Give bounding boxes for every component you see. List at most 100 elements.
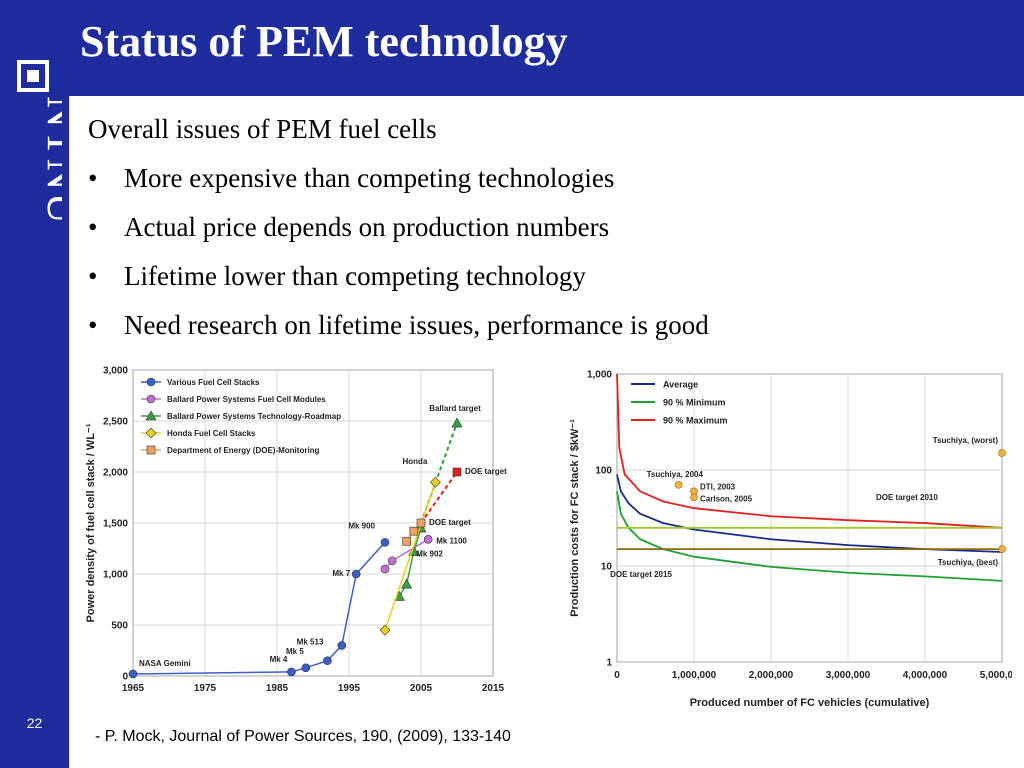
series-line bbox=[616, 373, 1003, 529]
bullet-item: • Lifetime lower than competing technolog… bbox=[88, 258, 709, 307]
series-line bbox=[616, 491, 1003, 582]
annotation-label: Carlson, 2005 bbox=[700, 494, 753, 503]
power-density-chart: 1965 1975 1985 1995 2005 2015 0 500 1,000 1,500 2,… bbox=[78, 360, 510, 708]
data-point bbox=[423, 535, 433, 544]
annotation-label: Mk 1100 bbox=[436, 536, 467, 545]
annotation-label: Mk 5 bbox=[286, 647, 304, 656]
annotation-label: Tsuchiya, (worst) bbox=[933, 436, 999, 445]
target-line bbox=[420, 471, 458, 524]
x-tick-label: 3,000,000 bbox=[826, 670, 871, 681]
x-tick-label: 5,000,000 bbox=[980, 670, 1012, 681]
production-cost-chart-svg: 0 1,000,000 2,000,000 3,000,000 4,000,000 5,0… bbox=[569, 370, 1024, 710]
logo-wordmark: NTNU bbox=[38, 96, 62, 226]
y-tick-label: 1,000 bbox=[587, 370, 612, 381]
bullet-icon: • bbox=[88, 163, 98, 193]
data-point bbox=[690, 493, 698, 502]
annotation-label: Tsuchiya, (best) bbox=[938, 558, 999, 567]
annotation-label: Mk 900 bbox=[348, 521, 375, 530]
bullet-text: Lifetime lower than competing technology bbox=[124, 261, 586, 291]
data-point bbox=[380, 564, 390, 574]
y-tick-label: 1,500 bbox=[103, 519, 128, 530]
data-point bbox=[128, 669, 138, 679]
x-tick-label: 0 bbox=[614, 670, 620, 681]
legend-label: 90 % Minimum bbox=[663, 398, 726, 408]
data-point bbox=[416, 518, 426, 528]
annotation-label: Mk 513 bbox=[297, 638, 324, 647]
data-point bbox=[287, 667, 296, 677]
data-point bbox=[387, 556, 397, 566]
data-point bbox=[351, 569, 361, 579]
target-marker bbox=[452, 467, 462, 477]
ntnu-logo-icon bbox=[17, 60, 49, 92]
page-number: 22 bbox=[26, 715, 43, 731]
y-tick-label: 3,000 bbox=[103, 366, 128, 377]
legend-marker bbox=[146, 377, 156, 387]
data-point bbox=[380, 538, 390, 547]
annotation-label: Mk 7 bbox=[332, 569, 350, 578]
legend-label: Ballard Power Systems Fuel Cell Modules bbox=[167, 395, 326, 404]
y-tick-label: 1 bbox=[606, 658, 612, 669]
legend-label: Various Fuel Cell Stacks bbox=[167, 378, 260, 387]
legend-marker bbox=[145, 410, 157, 421]
y-tick-label: 1,000 bbox=[103, 570, 128, 581]
legend-marker bbox=[145, 427, 157, 439]
x-axis-label: Produced number of FC vehicles (cumulati… bbox=[690, 697, 930, 709]
annotation-label: Mk 902 bbox=[416, 550, 443, 559]
legend-marker bbox=[146, 394, 156, 404]
intro-text: Overall issues of PEM fuel cells bbox=[88, 114, 437, 144]
x-tick-label: 4,000,000 bbox=[903, 670, 948, 681]
sidebar: NTNU 22 bbox=[0, 0, 87, 768]
annotation-label: DOE target 2015 bbox=[610, 570, 672, 579]
bullet-text: More expensive than competing technologi… bbox=[124, 163, 615, 193]
y-tick-label: 100 bbox=[595, 466, 612, 477]
bullet-text: Need research on lifetime issues, perfor… bbox=[124, 310, 709, 340]
data-point bbox=[998, 545, 1006, 553]
legend-label: Department of Energy (DOE)-Monitoring bbox=[167, 446, 320, 455]
x-tick-label: 2,000,000 bbox=[749, 670, 794, 681]
legend-label: Honda Fuel Cell Stacks bbox=[167, 429, 256, 438]
bullet-icon: • bbox=[88, 310, 98, 340]
data-point bbox=[323, 656, 332, 666]
y-axis-label: Production costs for FC stack / $kW⁻¹ bbox=[569, 419, 581, 617]
series-line bbox=[384, 481, 437, 631]
bullet-item: • Actual price depends on production numb… bbox=[88, 209, 709, 258]
x-tick-label: 1975 bbox=[194, 683, 217, 694]
data-point bbox=[998, 449, 1006, 457]
x-tick-label: 1,000,000 bbox=[672, 670, 717, 681]
bullet-list: • More expensive than competing technolog… bbox=[88, 160, 709, 356]
bullet-text: Actual price depends on production numbe… bbox=[124, 212, 610, 242]
bullet-item: • More expensive than competing technolog… bbox=[88, 160, 709, 209]
citation: - P. Mock, Journal of Power Sources, 190… bbox=[95, 728, 511, 745]
data-point bbox=[409, 526, 419, 536]
series-line bbox=[398, 527, 422, 597]
annotation-label: DOE target bbox=[465, 467, 507, 476]
annotation-label: NASA Gemini bbox=[139, 659, 191, 668]
bullet-item: • Need research on lifetime issues, perfo… bbox=[88, 307, 709, 356]
y-tick-label: 2,000 bbox=[103, 468, 128, 479]
y-tick-label: 2,500 bbox=[103, 417, 128, 428]
annotation-label: DOE target 2010 bbox=[876, 493, 938, 502]
data-point bbox=[429, 476, 441, 488]
annotation-label: Honda bbox=[403, 457, 428, 466]
y-tick-label: 0 bbox=[122, 672, 128, 683]
slide-title: Status of PEM technology bbox=[80, 17, 568, 66]
annotation-label: DOE target bbox=[429, 518, 471, 527]
bullet-icon: • bbox=[88, 212, 98, 242]
x-tick-label: 1995 bbox=[338, 683, 361, 694]
data-point bbox=[337, 641, 347, 650]
annotation-label: Mk 4 bbox=[270, 655, 288, 664]
annotation-label: DTI, 2003 bbox=[700, 482, 736, 491]
bullet-icon: • bbox=[88, 261, 98, 291]
production-cost-chart: 0 1,000,000 2,000,000 3,000,000 4,000,000 5,0… bbox=[562, 354, 1024, 714]
y-tick-label: 500 bbox=[111, 621, 128, 632]
data-point bbox=[379, 624, 391, 636]
x-tick-label: 1985 bbox=[266, 683, 289, 694]
target-marker bbox=[451, 417, 463, 428]
x-tick-label: 2015 bbox=[482, 683, 505, 694]
series-line bbox=[616, 474, 1003, 553]
power-density-chart-svg: 1965 1975 1985 1995 2005 2015 0 500 1,000 1,500 2,… bbox=[85, 366, 507, 695]
y-axis-label: Power density of fuel cell stack / WL⁻¹ bbox=[85, 423, 97, 622]
data-point bbox=[401, 578, 413, 589]
legend-label: Ballard Power Systems Technology-Roadmap bbox=[167, 412, 341, 421]
legend-marker bbox=[146, 445, 156, 455]
